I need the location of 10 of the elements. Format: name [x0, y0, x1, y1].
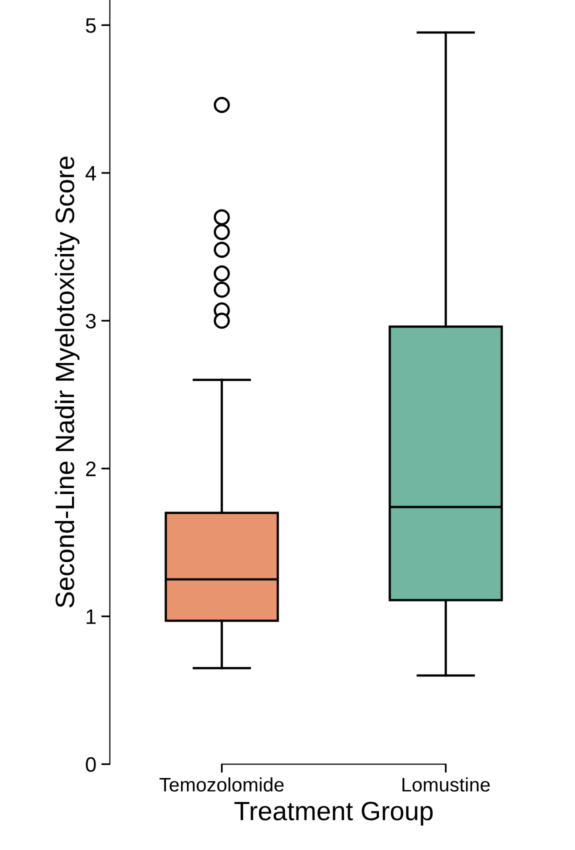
y-tick-label: 3 [86, 314, 96, 328]
y-tick-label: 4 [86, 166, 96, 180]
x-tick-label: Lomustine [402, 777, 490, 792]
y-tick-label: 1 [86, 610, 96, 624]
y-axis-title: Second-Line Nadir Myelotoxicity Score [54, 156, 80, 608]
x-tick-label: Temozolomide [160, 777, 284, 792]
y-tick-label: 2 [86, 462, 96, 476]
y-tick-label: 0 [86, 757, 96, 772]
y-tick-label: 5 [86, 18, 96, 33]
x-axis-title: Treatment Group [234, 802, 433, 826]
